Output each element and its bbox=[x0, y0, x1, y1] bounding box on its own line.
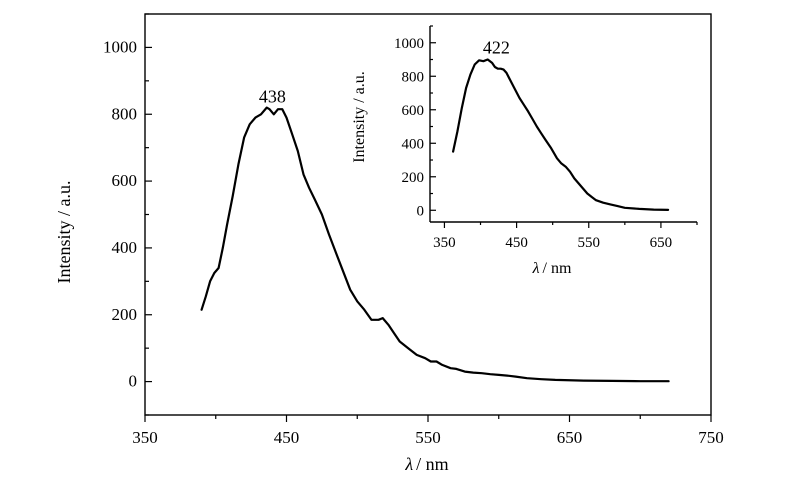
main-tick-labels: 350 450 550 650 750 0 200 400 600 800 1000 bbox=[103, 37, 724, 447]
main-x-tick-label: 350 bbox=[132, 428, 158, 447]
inset-x-tick-label: 550 bbox=[578, 235, 601, 251]
main-y-tick-label: 600 bbox=[112, 171, 138, 190]
inset-xlabel-unit: / nm bbox=[543, 260, 572, 277]
main-plot: 350 450 550 650 750 0 200 400 600 800 1000 438 Int… bbox=[54, 13, 724, 474]
main-y-tick-label: 1000 bbox=[103, 37, 137, 56]
inset-ylabel: Intensity / a.u. bbox=[351, 71, 368, 163]
main-peak-annotation: 438 bbox=[259, 87, 286, 107]
main-y-tick-label: 400 bbox=[112, 238, 138, 257]
main-x-tick-label: 650 bbox=[557, 428, 583, 447]
inset-y-tick-label: 0 bbox=[417, 203, 425, 219]
inset-y-tick-label: 800 bbox=[402, 69, 425, 85]
inset-x-tick-label: 650 bbox=[650, 235, 673, 251]
main-xlabel: λ / nm bbox=[404, 454, 448, 474]
main-x-tick-label: 550 bbox=[415, 428, 441, 447]
inset-y-tick-label: 1000 bbox=[394, 36, 424, 52]
inset-x-tick-label: 350 bbox=[433, 235, 456, 251]
inset-tick-labels: 350 450 550 650 0 200 400 600 800 1000 bbox=[394, 36, 672, 251]
inset-y-tick-label: 600 bbox=[402, 103, 425, 119]
main-spectrum-line bbox=[200, 106, 670, 383]
inset-spectrum-line bbox=[452, 58, 670, 211]
main-x-tick-label: 750 bbox=[698, 428, 724, 447]
main-y-tick-label: 800 bbox=[112, 104, 138, 123]
main-y-tick-label: 0 bbox=[129, 372, 138, 391]
main-xlabel-symbol: λ bbox=[404, 454, 413, 474]
main-xlabel-unit: / nm bbox=[416, 454, 449, 474]
inset-peak-annotation: 422 bbox=[483, 38, 510, 58]
main-x-tick-label: 450 bbox=[274, 428, 300, 447]
inset-y-tick-label: 400 bbox=[402, 136, 425, 152]
main-ylabel: Intensity / a.u. bbox=[54, 181, 74, 284]
inset-xlabel-symbol: λ bbox=[532, 260, 540, 277]
inset-plot: 350 450 550 650 0 200 400 600 800 1000 422 Intens… bbox=[351, 22, 698, 277]
inset-xlabel: λ / nm bbox=[532, 260, 572, 277]
inset-x-tick-label: 450 bbox=[505, 235, 528, 251]
main-y-tick-label: 200 bbox=[112, 305, 138, 324]
inset-ticks bbox=[429, 25, 698, 228]
inset-background bbox=[428, 22, 698, 222]
inset-y-tick-label: 200 bbox=[402, 170, 425, 186]
main-plot-frame bbox=[144, 13, 712, 416]
